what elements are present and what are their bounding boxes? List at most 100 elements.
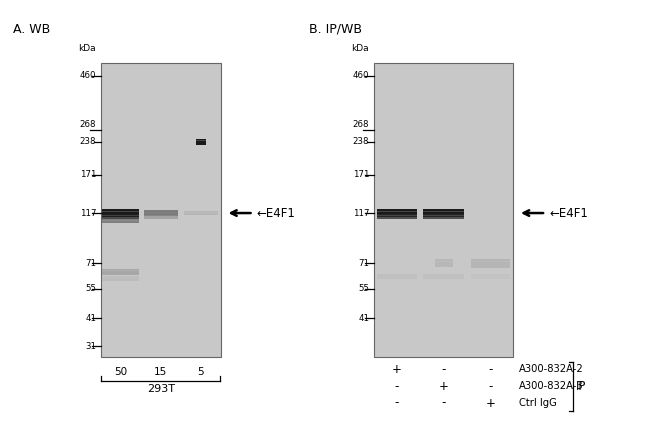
Bar — [101, 181, 221, 190]
Bar — [471, 261, 510, 262]
Bar — [374, 298, 514, 308]
Bar — [374, 161, 514, 171]
Bar — [102, 276, 139, 281]
Text: 117: 117 — [353, 208, 369, 218]
Bar — [196, 138, 206, 145]
Bar — [374, 308, 514, 317]
Text: kDa: kDa — [79, 44, 96, 53]
Bar — [101, 93, 221, 103]
Bar — [101, 288, 221, 298]
Text: 238: 238 — [353, 137, 369, 146]
Bar — [471, 274, 510, 279]
Text: 55: 55 — [85, 284, 96, 293]
Bar — [101, 259, 221, 269]
Bar — [101, 337, 221, 347]
Bar — [101, 103, 221, 112]
Bar — [374, 230, 514, 239]
Bar — [101, 200, 221, 210]
Text: 117: 117 — [80, 208, 96, 218]
Bar — [374, 132, 514, 141]
Bar — [374, 103, 514, 112]
Bar — [144, 214, 178, 219]
Bar — [424, 209, 463, 217]
Text: B. IP/WB: B. IP/WB — [309, 23, 362, 36]
Bar — [374, 93, 514, 103]
Bar — [374, 317, 514, 327]
Bar — [374, 141, 514, 151]
Bar — [101, 298, 221, 308]
Text: 71: 71 — [358, 259, 369, 268]
Bar — [102, 219, 139, 223]
Text: IP: IP — [576, 380, 586, 392]
Text: ←E4F1: ←E4F1 — [257, 206, 296, 219]
Bar — [101, 279, 221, 288]
Text: 5: 5 — [198, 367, 204, 377]
Bar — [424, 211, 463, 212]
Bar — [377, 214, 417, 219]
Text: 460: 460 — [353, 71, 369, 80]
Bar — [184, 212, 218, 213]
Bar — [374, 220, 514, 230]
Bar — [377, 211, 417, 212]
Text: 41: 41 — [85, 314, 96, 323]
Bar — [101, 190, 221, 200]
Text: ←E4F1: ←E4F1 — [549, 206, 588, 219]
Text: 293T: 293T — [147, 384, 175, 394]
Bar — [434, 261, 452, 262]
Bar — [374, 83, 514, 93]
Bar — [101, 122, 221, 132]
Text: -: - — [488, 363, 493, 376]
Bar — [102, 211, 139, 212]
Bar — [196, 140, 206, 141]
Text: A. WB: A. WB — [13, 23, 50, 36]
Text: A300-832A-2: A300-832A-2 — [519, 364, 584, 374]
Bar — [374, 288, 514, 298]
Bar — [101, 63, 221, 357]
Bar — [374, 239, 514, 249]
Bar — [374, 63, 514, 73]
Bar — [374, 327, 514, 337]
Text: -: - — [395, 397, 399, 409]
Text: 31: 31 — [85, 342, 96, 351]
Text: +: + — [392, 363, 402, 376]
Bar — [101, 308, 221, 317]
Text: 238: 238 — [80, 137, 96, 146]
Bar — [374, 181, 514, 190]
Text: -: - — [441, 397, 446, 409]
Bar — [144, 210, 178, 216]
Text: kDa: kDa — [352, 44, 369, 53]
Bar — [374, 151, 514, 161]
Bar — [377, 274, 417, 279]
Bar — [374, 210, 514, 220]
Bar — [374, 122, 514, 132]
Bar — [101, 151, 221, 161]
Bar — [101, 220, 221, 230]
Bar — [471, 259, 510, 268]
Text: 268: 268 — [80, 119, 96, 129]
Text: 171: 171 — [80, 170, 96, 179]
Text: A300-832A-3: A300-832A-3 — [519, 381, 583, 391]
Text: 460: 460 — [80, 71, 96, 80]
Bar — [434, 259, 452, 268]
Bar — [374, 73, 514, 83]
Bar — [101, 141, 221, 151]
Bar — [377, 215, 417, 216]
Bar — [101, 63, 221, 73]
Bar — [102, 277, 139, 278]
Bar — [101, 171, 221, 181]
Text: 71: 71 — [85, 259, 96, 268]
Bar — [374, 347, 514, 357]
Bar — [102, 220, 139, 221]
Bar — [374, 269, 514, 279]
Bar — [374, 63, 514, 357]
Text: +: + — [486, 397, 495, 409]
Bar — [102, 209, 139, 217]
Bar — [101, 347, 221, 357]
Text: -: - — [395, 380, 399, 392]
Bar — [374, 190, 514, 200]
Bar — [101, 230, 221, 239]
Bar — [144, 211, 178, 212]
Bar — [374, 200, 514, 210]
Bar — [374, 112, 514, 122]
Bar — [424, 215, 463, 216]
